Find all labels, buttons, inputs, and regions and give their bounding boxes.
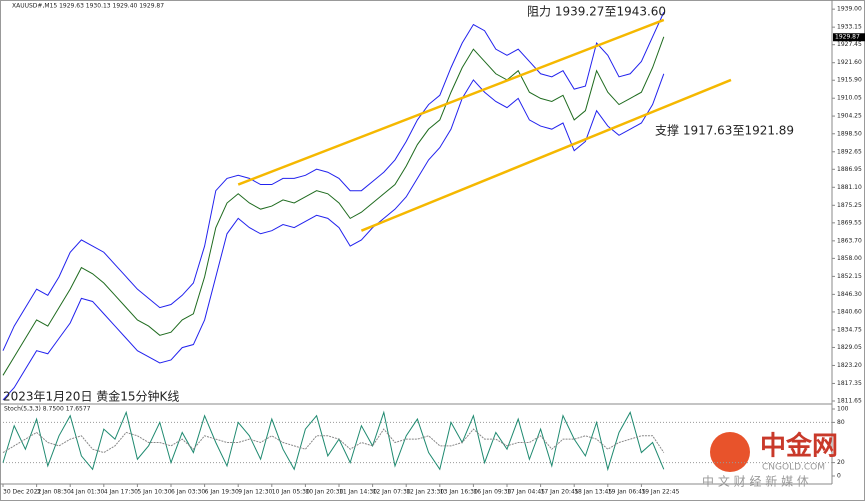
- y-tick-label: 1852.15: [837, 273, 862, 280]
- y-tick-label: 1939.00: [837, 6, 862, 13]
- y-tick-label: 1869.55: [837, 219, 862, 226]
- x-tick-label: 16 Jan 09:30: [473, 489, 511, 496]
- x-tick-label: 9 Jan 12:30: [238, 489, 272, 496]
- y-tick-label: 1829.05: [837, 344, 862, 351]
- logo-site: CNGOLD.COM: [762, 463, 825, 473]
- y-tick-label: 20: [837, 459, 845, 466]
- y-tick-label: 1927.45: [837, 41, 862, 48]
- indicator-title: Stoch(5,3,3) 8.7500 17.6577: [4, 406, 91, 413]
- x-tick-label: 30 Dec 2022: [3, 489, 42, 496]
- x-tick-label: 10 Jan 05:30: [272, 489, 310, 496]
- x-tick-label: 12 Jan 23:30: [406, 489, 444, 496]
- x-tick-label: 6 Jan 19:30: [205, 489, 239, 496]
- channel-line: [360, 78, 732, 232]
- caption: 2023年1月20日 黄金15分钟K线: [3, 389, 179, 404]
- x-tick-label: 19 Jan 06:45: [608, 489, 646, 496]
- logo-slogan: 中 文 财 经 新 媒 体: [702, 474, 809, 489]
- series-line: [2, 410, 665, 472]
- y-tick-label: 1811.65: [837, 398, 862, 405]
- y-tick-label: 1846.30: [837, 291, 862, 298]
- x-tick-label: 18 Jan 13:45: [574, 489, 612, 496]
- logo-name: 中金网: [760, 431, 838, 462]
- y-tick-label: 1834.75: [837, 326, 862, 333]
- y-tick-label: 1886.95: [837, 166, 862, 173]
- y-tick-label: 80: [837, 419, 845, 426]
- annotation: 支撑 1917.63至1921.89: [655, 123, 794, 138]
- logo-icon: [710, 432, 750, 472]
- y-tick-label: 100: [837, 406, 849, 413]
- y-tick-label: 1858.00: [837, 255, 862, 262]
- annotation: 阻力 1939.27至1943.60: [527, 5, 666, 19]
- y-tick-label: 1840.60: [837, 308, 862, 315]
- y-tick-label: 1817.35: [837, 380, 862, 387]
- y-tick-label: 0: [837, 473, 841, 480]
- logo: 中金网 CNGOLD.COM 中 文 财 经 新 媒 体: [702, 431, 838, 489]
- y-tick-label: 1933.15: [837, 24, 862, 31]
- series-line: [2, 73, 665, 401]
- series-line: [2, 36, 665, 376]
- x-tick-label: 10 Jan 20:30: [305, 489, 343, 496]
- x-tick-label: 17 Jan 20:45: [541, 489, 579, 496]
- y-tick-label: 1898.50: [837, 130, 862, 137]
- x-tick-label: 5 Jan 10:30: [137, 489, 171, 496]
- header: XAUUSD#,M15 1929.63 1930.13 1929.40 1929…: [12, 3, 164, 10]
- series-line: [2, 12, 665, 351]
- y-tick-label: 1915.90: [837, 77, 862, 84]
- y-tick-label: 1875.25: [837, 202, 862, 209]
- x-tick-label: 11 Jan 14:30: [339, 489, 377, 496]
- x-tick-label: 19 Jan 22:45: [641, 489, 679, 496]
- x-tick-label: 12 Jan 07:30: [373, 489, 411, 496]
- last-price-box: [833, 33, 865, 42]
- x-tick-label: 4 Jan 01:30: [70, 489, 104, 496]
- x-tick-label: 13 Jan 16:30: [440, 489, 478, 496]
- y-tick-label: 1863.70: [837, 237, 862, 244]
- y-tick-label: 1881.10: [837, 184, 862, 191]
- x-tick-label: 4 Jan 17:30: [104, 489, 138, 496]
- y-tick-label: 1910.05: [837, 95, 862, 102]
- last-price: 1929.87: [835, 34, 860, 41]
- series-line: [2, 428, 665, 454]
- y-tick-label: 1921.60: [837, 59, 862, 66]
- x-tick-label: 17 Jan 04:45: [507, 489, 545, 496]
- y-tick-label: 1904.25: [837, 113, 862, 120]
- channel-line: [237, 18, 665, 186]
- x-tick-label: 6 Jan 03:30: [171, 489, 205, 496]
- x-tick-label: 3 Jan 08:30: [37, 489, 71, 496]
- y-tick-label: 1892.65: [837, 148, 862, 155]
- y-tick-label: 1823.20: [837, 362, 862, 369]
